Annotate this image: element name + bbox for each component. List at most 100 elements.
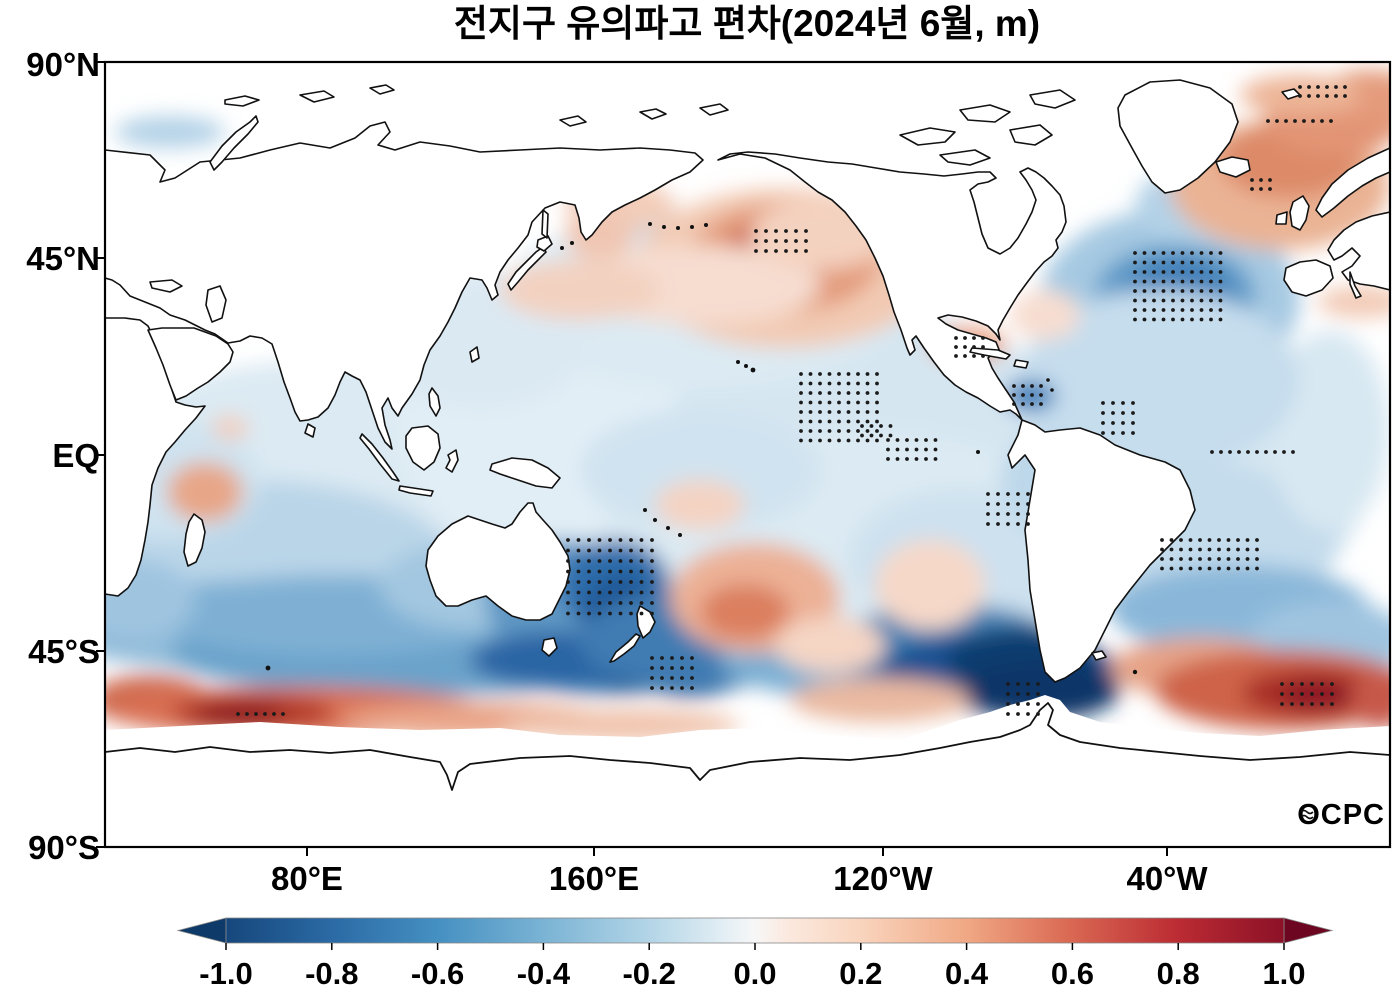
lon-label-160e: 160°E [549, 860, 639, 897]
significance-dot [1255, 547, 1259, 552]
significance-dot [1330, 692, 1334, 696]
significance-dot [272, 712, 276, 716]
significance-dot [1111, 431, 1115, 435]
cb-tick-1: -0.8 [305, 956, 358, 991]
significance-dot [1268, 178, 1272, 182]
arctic-islands-1 [224, 95, 260, 107]
significance-dot [597, 538, 602, 542]
significance-dot [650, 548, 654, 553]
hawaii [736, 360, 740, 364]
significance-dot [1218, 270, 1223, 274]
significance-dot [1298, 85, 1302, 89]
significance-dot [1236, 566, 1240, 571]
colorbar-tick-marks [225, 943, 1285, 950]
significance-dot [629, 590, 633, 595]
significance-dot [1188, 557, 1193, 561]
significance-dot [597, 590, 602, 595]
cb-tick-0: -1.0 [199, 956, 252, 991]
significance-dot [1169, 566, 1174, 571]
significance-dot [865, 391, 870, 395]
anomaly-blob [1020, 290, 1300, 470]
significance-dot [1161, 317, 1166, 322]
significance-dot [629, 548, 633, 553]
canadian-arctic-1 [899, 127, 956, 146]
significance-dot [1169, 547, 1174, 552]
significance-dot [1160, 547, 1164, 552]
significance-dot [1101, 401, 1105, 405]
cb-tick-2: -0.6 [411, 956, 464, 991]
significance-dot [639, 569, 644, 574]
significance-dot [1329, 119, 1333, 123]
significance-dot [837, 391, 841, 395]
significance-dot [1190, 251, 1194, 255]
significance-dot [856, 410, 860, 414]
significance-dot [1026, 512, 1030, 516]
significance-dot [1006, 682, 1010, 686]
significance-dot [1190, 308, 1194, 312]
anomaly-blob [167, 462, 243, 522]
significance-dot [639, 580, 644, 584]
significance-dot [680, 666, 684, 670]
significance-dot [963, 336, 967, 340]
significance-dot [1171, 308, 1175, 312]
significance-dot [629, 559, 633, 563]
significance-dot [566, 548, 570, 553]
arctic-islands-6 [699, 103, 729, 116]
significance-dot [1131, 421, 1135, 425]
arctic-islands-5 [639, 108, 667, 120]
significance-dot [1142, 298, 1147, 303]
significance-dot [680, 656, 684, 660]
significance-dot [1039, 402, 1043, 406]
significance-dot [1210, 450, 1214, 454]
significance-dot [1131, 401, 1135, 405]
significance-dot [1016, 692, 1020, 696]
significance-dot [905, 457, 909, 461]
significance-dot [1190, 289, 1194, 293]
lon-label-120w: 120°W [833, 860, 933, 897]
significance-dot [1209, 289, 1213, 293]
significance-dot [1121, 431, 1125, 435]
significance-dot [566, 569, 570, 574]
significance-dot [1142, 270, 1147, 274]
significance-dot [827, 400, 832, 405]
significance-dot [1169, 538, 1174, 542]
significance-dot [799, 410, 803, 414]
significance-dot [660, 666, 664, 670]
significance-dot [827, 381, 832, 386]
significance-dot [774, 229, 778, 233]
significance-dot [1121, 411, 1125, 415]
significance-dot [1142, 260, 1147, 265]
significance-dot [1133, 308, 1137, 312]
significance-dot [1121, 421, 1125, 425]
significance-dot [808, 438, 813, 443]
significance-dot [1300, 682, 1304, 686]
significance-dot [886, 447, 890, 452]
lon-label-40w: 40°W [1126, 860, 1208, 897]
significance-dot [608, 601, 612, 605]
significance-dot [963, 345, 967, 349]
significance-dot [875, 438, 879, 443]
novaya-zemlya [209, 115, 259, 171]
significance-dot [764, 249, 768, 253]
sulawesi [445, 449, 459, 473]
significance-dot [650, 601, 654, 605]
significance-dot [827, 438, 832, 443]
significance-dot [650, 666, 654, 670]
scandinavia [1315, 147, 1390, 218]
significance-dot [1016, 702, 1020, 706]
significance-dot [1169, 557, 1174, 561]
significance-dot [608, 538, 612, 542]
significance-dot [1236, 547, 1240, 552]
significance-dot [660, 686, 664, 690]
significance-dot [981, 336, 985, 340]
significance-dot [1190, 279, 1194, 284]
anomaly-blob [655, 480, 745, 530]
significance-dot [1307, 94, 1311, 98]
significance-dot [808, 381, 813, 386]
significance-dot [924, 457, 928, 461]
significance-dot [1101, 411, 1105, 415]
significance-dot [1207, 566, 1212, 571]
significance-dot [1026, 682, 1030, 686]
significance-dot [794, 229, 798, 233]
significance-dot [856, 400, 860, 405]
